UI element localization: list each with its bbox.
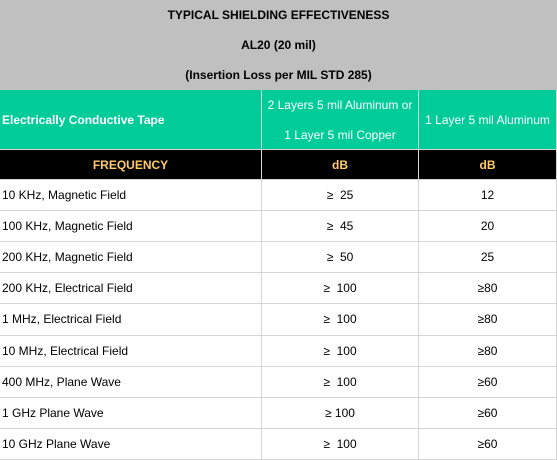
value-cell: ≥ 100 [262,304,419,336]
value-cell: ≥80 [419,335,557,367]
value-cell: ≥ 100 [262,428,419,460]
value-cell: ≥60 [419,397,557,429]
value-cell: ≥80 [419,273,557,305]
value-cell: ≥ 100 [262,335,419,367]
frequency-cell: 400 MHz, Plane Wave [0,366,262,398]
value-cell: ≥ 45 [262,211,419,243]
value-cell: 12 [419,180,557,212]
value-cell: ≥60 [419,366,557,398]
column-header: Electrically Conductive Tape [0,90,262,150]
frequency-cell: 10 GHz Plane Wave [0,428,262,460]
value-cell: ≥ 100 [262,273,419,305]
column-header-line: Electrically Conductive Tape [2,112,165,127]
column-header: 2 Layers 5 mil Aluminum or 1 Layer 5 mil … [262,90,419,150]
column-header-line: 2 Layers 5 mil Aluminum or [267,97,413,112]
frequency-cell: 10 KHz, Magnetic Field [0,180,262,212]
frequency-cell: 10 MHz, Electrical Field [0,335,262,367]
value-cell: ≥ 100 [262,397,419,429]
frequency-cell: 1 GHz Plane Wave [0,397,262,429]
units-cell: FREQUENCY [0,150,262,180]
frequency-cell: 1 MHz, Electrical Field [0,304,262,336]
value-cell: ≥80 [419,304,557,336]
table-note: (Insertion Loss per MIL STD 285) [0,60,557,90]
value-cell: ≥60 [419,428,557,460]
value-cell: ≥ 100 [262,366,419,398]
column-header-line: 1 Layer 5 mil Copper [284,127,396,142]
table-title: TYPICAL SHIELDING EFFECTIVENESS [0,0,557,30]
table-subtitle: AL20 (20 mil) [0,30,557,60]
frequency-cell: 200 KHz, Electrical Field [0,273,262,305]
units-cell: dB [419,150,557,180]
column-header: 1 Layer 5 mil Aluminum [419,90,557,150]
column-header-line: 1 Layer 5 mil Aluminum [425,112,550,127]
value-cell: ≥ 50 [262,242,419,274]
value-cell: 25 [419,242,557,274]
value-cell: 20 [419,211,557,243]
frequency-cell: 100 KHz, Magnetic Field [0,211,262,243]
value-cell: ≥ 25 [262,180,419,212]
frequency-cell: 200 KHz, Magnetic Field [0,242,262,274]
units-cell: dB [262,150,419,180]
